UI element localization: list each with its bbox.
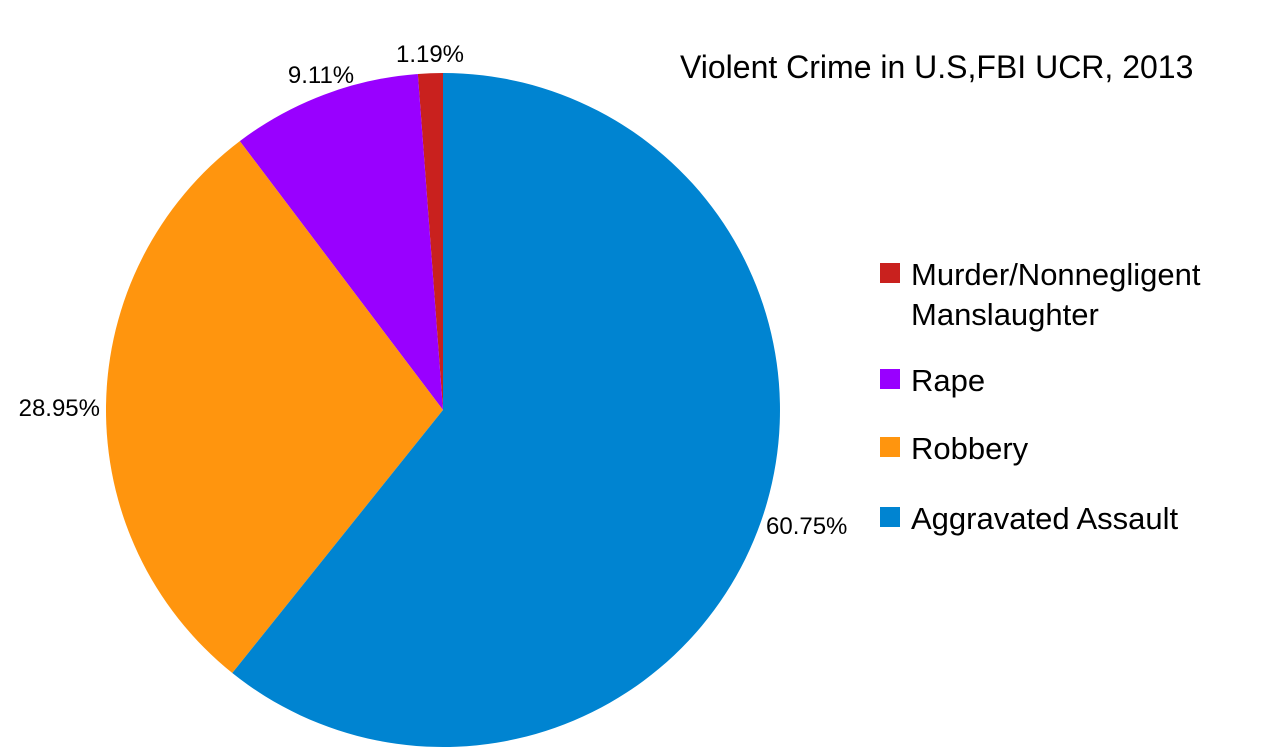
chart-title: Violent Crime in U.S,FBI UCR, 2013 <box>680 49 1194 85</box>
legend-swatch-robbery <box>880 437 900 457</box>
slice-value-labels: 1.19% 9.11% 28.95% 60.75% <box>19 41 848 540</box>
legend-item-robbery: Robbery <box>880 429 1251 469</box>
legend-label-aggravated-assault: Aggravated Assault <box>911 501 1179 536</box>
pie-slice-aggravated-assault <box>232 73 780 747</box>
slice-label-murder: 1.19% <box>396 41 464 68</box>
pie-slice-murder <box>417 73 443 410</box>
pie-slice-robbery <box>105 141 443 674</box>
legend-label-rape: Rape <box>911 363 986 398</box>
pie-slice-rape <box>239 73 443 410</box>
slice-label-robbery: 28.95% <box>19 395 100 422</box>
slice-label-aggravated-assault: 60.75% <box>766 513 847 540</box>
pie-slices <box>105 73 780 747</box>
legend-swatch-aggravated-assault <box>880 507 900 527</box>
legend-label-robbery: Robbery <box>911 431 1029 466</box>
legend-item-murder: Murder/Nonnegligent Manslaughter <box>880 255 1251 335</box>
slice-label-rape: 9.11% <box>288 62 354 89</box>
legend-swatch-rape <box>880 369 900 389</box>
legend-swatch-murder <box>880 263 900 283</box>
legend-label-murder: Murder/Nonnegligent Manslaughter <box>911 257 1201 332</box>
legend-item-aggravated-assault: Aggravated Assault <box>880 499 1251 539</box>
legend-item-rape: Rape <box>880 361 1251 401</box>
